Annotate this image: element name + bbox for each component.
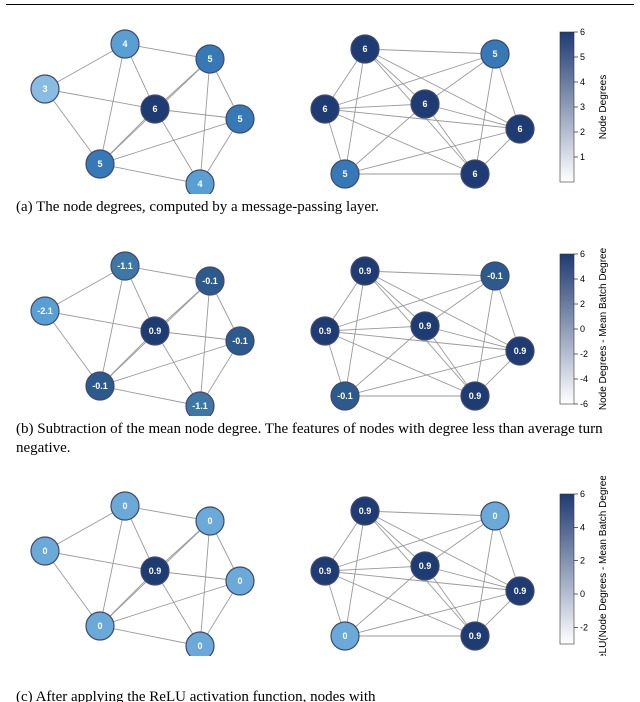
svg-text:5: 5 — [207, 54, 212, 64]
svg-text:3: 3 — [42, 84, 47, 94]
panel-b-svg: -2.1 -1.1 -0.1 -0.1 -1.1 -0.1 0.9 0.9 -0.1 0.9 0.9… — [0, 236, 640, 416]
svg-text:ReLU(Node Degrees - Mean Batch: ReLU(Node Degrees - Mean Batch Degree) — [598, 476, 609, 656]
svg-text:5: 5 — [97, 159, 102, 169]
svg-text:0.9: 0.9 — [149, 326, 162, 336]
panel-a-caption: (a) The node degrees, computed by a mess… — [0, 194, 640, 217]
svg-text:0: 0 — [342, 631, 347, 641]
panel-c-svg: 0 0 0 0 0 0 0.9 0.9 0 0.9 0.9 0.9 0.9 0 -2 0 2 4 6 ReLU(Nod… — [0, 476, 640, 656]
svg-text:0.9: 0.9 — [319, 566, 332, 576]
svg-text:4: 4 — [580, 522, 585, 532]
svg-text:4: 4 — [197, 179, 202, 189]
svg-text:6: 6 — [517, 124, 522, 134]
svg-text:-2.1: -2.1 — [37, 306, 53, 316]
svg-text:0.9: 0.9 — [319, 326, 332, 336]
svg-text:6: 6 — [422, 99, 427, 109]
svg-text:2: 2 — [580, 556, 585, 566]
svg-text:4: 4 — [580, 77, 585, 87]
panel-b: -2.1 -1.1 -0.1 -0.1 -1.1 -0.1 0.9 0.9 -0.1 0.9 0.9… — [0, 236, 640, 458]
svg-text:5: 5 — [342, 169, 347, 179]
svg-text:Node Degrees - Mean Batch Degr: Node Degrees - Mean Batch Degree — [598, 247, 609, 410]
svg-text:-4: -4 — [580, 374, 588, 384]
panel-c: 0 0 0 0 0 0 0.9 0.9 0 0.9 0.9 0.9 0.9 0 -2 0 2 4 6 ReLU(Nod… — [0, 476, 640, 656]
svg-text:-0.1: -0.1 — [337, 391, 353, 401]
svg-text:-2: -2 — [580, 349, 588, 359]
svg-text:-0.1: -0.1 — [232, 336, 248, 346]
panel-b-caption: (b) Subtraction of the mean node degree.… — [0, 416, 640, 458]
panel-a-svg: 3 4 5 5 4 5 6 6 5 6 6 6 6 5 1 2 3 4 5 6 Node Degrees — [0, 14, 640, 194]
svg-text:3: 3 — [580, 102, 585, 112]
svg-text:0: 0 — [42, 546, 47, 556]
svg-text:5: 5 — [492, 49, 497, 59]
svg-text:4: 4 — [580, 274, 585, 284]
svg-text:-0.1: -0.1 — [202, 276, 218, 286]
svg-text:0: 0 — [197, 641, 202, 651]
svg-text:2: 2 — [580, 127, 585, 137]
svg-text:-1.1: -1.1 — [117, 261, 133, 271]
svg-text:0.9: 0.9 — [419, 561, 432, 571]
svg-text:0.9: 0.9 — [469, 391, 482, 401]
svg-text:0: 0 — [122, 501, 127, 511]
svg-text:0.9: 0.9 — [359, 266, 372, 276]
svg-text:0.9: 0.9 — [469, 631, 482, 641]
panel-a: 3 4 5 5 4 5 6 6 5 6 6 6 6 5 1 2 3 4 5 6 Node Degrees (a) The… — [0, 14, 640, 217]
svg-text:5: 5 — [237, 114, 242, 124]
svg-text:0: 0 — [580, 324, 585, 334]
svg-text:0: 0 — [97, 621, 102, 631]
svg-text:6: 6 — [362, 44, 367, 54]
svg-text:6: 6 — [580, 249, 585, 259]
svg-text:-2: -2 — [580, 622, 588, 632]
svg-text:0: 0 — [237, 576, 242, 586]
svg-text:-1.1: -1.1 — [192, 401, 208, 411]
panel-c-caption-cut: (c) After applying the ReLU activation f… — [0, 688, 640, 702]
svg-text:0.9: 0.9 — [514, 586, 527, 596]
svg-text:-0.1: -0.1 — [92, 381, 108, 391]
svg-text:Node Degrees: Node Degrees — [598, 75, 609, 139]
svg-text:0: 0 — [580, 589, 585, 599]
svg-text:0: 0 — [492, 511, 497, 521]
svg-text:4: 4 — [122, 39, 127, 49]
svg-text:6: 6 — [472, 169, 477, 179]
top-rule — [6, 4, 634, 5]
svg-text:-6: -6 — [580, 399, 588, 409]
page-root: { "layout": { "width": 640, "height": 70… — [0, 0, 640, 702]
svg-text:0.9: 0.9 — [514, 346, 527, 356]
svg-text:1: 1 — [580, 152, 585, 162]
svg-text:6: 6 — [322, 104, 327, 114]
svg-text:6: 6 — [580, 27, 585, 37]
svg-text:6: 6 — [152, 104, 157, 114]
svg-text:0.9: 0.9 — [359, 506, 372, 516]
svg-text:6: 6 — [580, 489, 585, 499]
svg-text:5: 5 — [580, 52, 585, 62]
svg-text:0.9: 0.9 — [149, 566, 162, 576]
svg-text:-0.1: -0.1 — [487, 271, 503, 281]
svg-text:0.9: 0.9 — [419, 321, 432, 331]
svg-text:0: 0 — [207, 516, 212, 526]
svg-text:2: 2 — [580, 299, 585, 309]
